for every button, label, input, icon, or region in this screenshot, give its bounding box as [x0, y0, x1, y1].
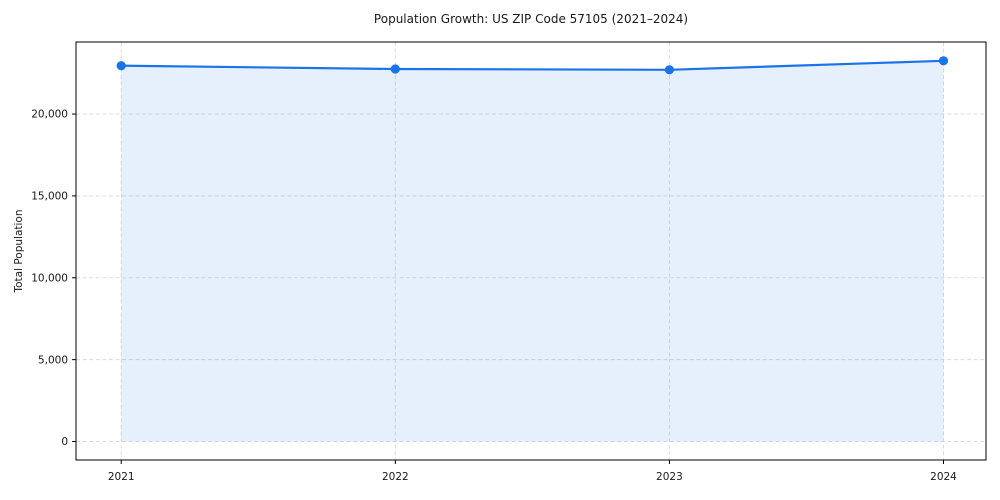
plot-border: [75, 41, 987, 461]
data-point-marker: [390, 64, 400, 74]
x-tick-label: 2023: [656, 471, 683, 483]
data-point-marker: [116, 61, 126, 71]
data-point-marker: [664, 65, 675, 75]
series-line: [120, 59, 945, 71]
series-area: [121, 60, 944, 442]
y-tick-label: 20,000: [31, 109, 68, 121]
chart-title: Population Growth: US ZIP Code 57105 (20…: [373, 12, 689, 26]
x-tick-label: 2024: [930, 471, 957, 483]
y-tick-label: 5,000: [38, 354, 68, 366]
y-tick-label: 0: [61, 436, 68, 448]
y-tick-label: 10,000: [31, 272, 68, 284]
x-tick-label: 2021: [108, 471, 135, 483]
x-tick-label: 2022: [382, 471, 409, 483]
y-tick-label: 15,000: [31, 191, 68, 203]
data-point-marker: [938, 56, 949, 66]
